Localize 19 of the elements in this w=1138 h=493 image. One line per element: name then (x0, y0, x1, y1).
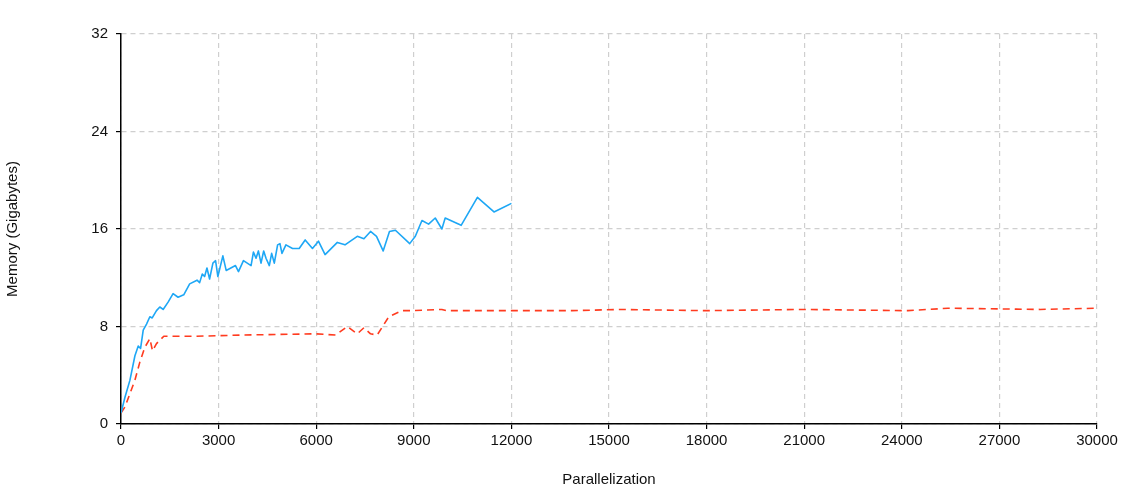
x-tick-label: 24000 (880, 431, 923, 449)
y-tick-label: 24 (91, 121, 108, 139)
x-tick-label: 30000 (1076, 431, 1118, 449)
y-tick-label: 8 (99, 316, 108, 334)
x-tick-label: 18000 (685, 431, 728, 449)
x-tick-label: 21000 (783, 431, 826, 449)
x-tick-label: 27000 (978, 431, 1021, 449)
y-tick-label: 16 (91, 219, 108, 237)
y-tick-label: 0 (99, 414, 108, 432)
x-axis-title: Parallelization (562, 470, 656, 488)
x-tick-label: 0 (116, 431, 126, 449)
x-tick-label: 3000 (201, 431, 236, 449)
y-axis-title: Memory (Gigabytes) (3, 161, 21, 297)
line-series (121, 307, 1097, 414)
y-tick-label: 32 (91, 24, 108, 42)
x-tick-label: 6000 (299, 431, 333, 449)
x-tick-label: 9000 (397, 431, 431, 449)
x-tick-label: 12000 (490, 431, 533, 449)
x-tick-label: 15000 (588, 431, 630, 449)
